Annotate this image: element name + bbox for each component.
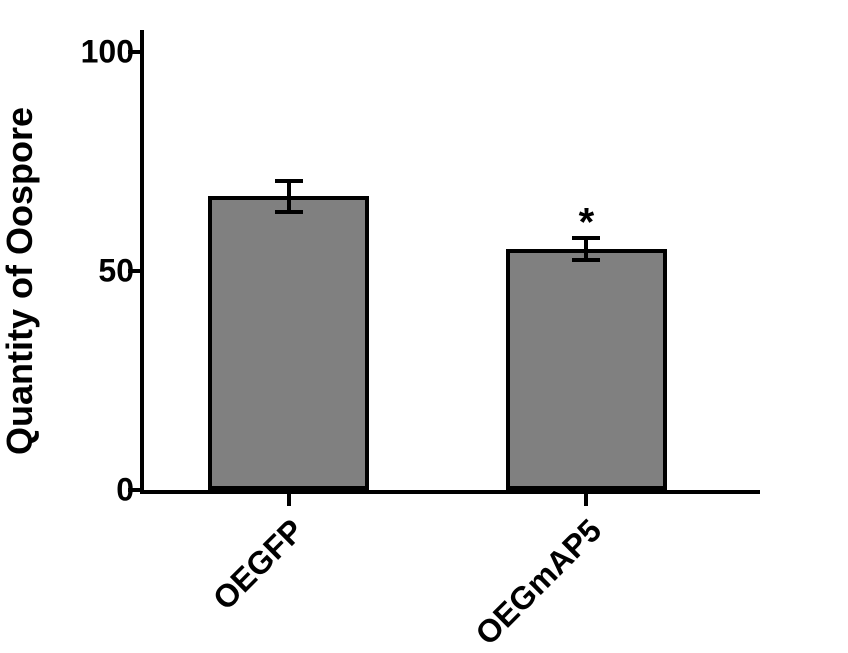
y-tick-label: 0 xyxy=(116,472,134,509)
x-axis-line xyxy=(140,490,760,494)
y-tick-label: 100 xyxy=(81,33,134,70)
x-tick xyxy=(287,494,291,506)
error-bar-cap xyxy=(275,179,303,183)
x-tick xyxy=(584,494,588,506)
bar xyxy=(506,249,667,490)
y-axis-title: Quantity of Oospore xyxy=(0,107,41,455)
y-tick-label: 50 xyxy=(98,252,134,289)
error-bar-cap xyxy=(572,258,600,262)
x-tick-label: OEGmAP5 xyxy=(468,512,609,653)
significance-marker: * xyxy=(579,201,595,246)
error-bar xyxy=(287,181,291,212)
chart-container: Quantity of Oospore 050100OEGFPOEGmAP5* xyxy=(0,0,848,651)
bar xyxy=(208,196,369,490)
plot-area: 050100OEGFPOEGmAP5* xyxy=(140,30,760,490)
x-tick-label: OEGFP xyxy=(206,512,311,617)
error-bar-cap xyxy=(275,210,303,214)
y-axis-line xyxy=(140,30,144,490)
